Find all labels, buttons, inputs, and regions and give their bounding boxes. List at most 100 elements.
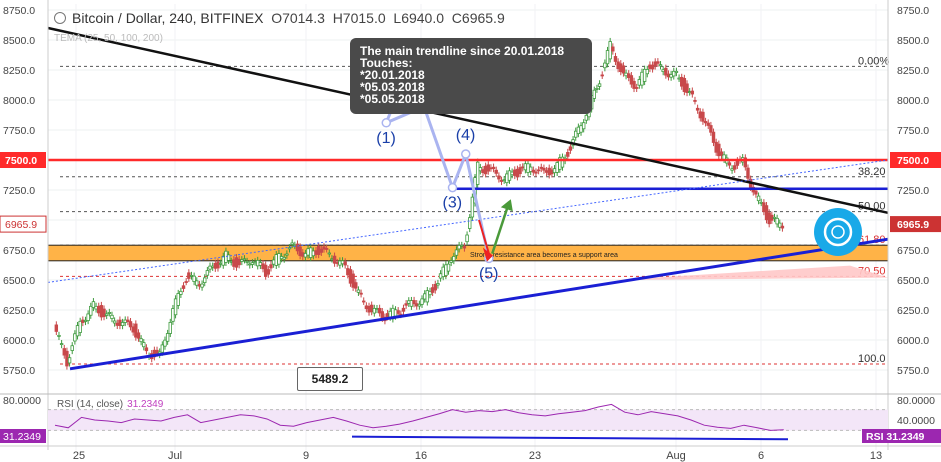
callout-line: *20.01.2018 — [360, 68, 425, 82]
candle-body — [584, 114, 589, 121]
candle-body — [364, 305, 369, 310]
candle-body — [81, 319, 85, 323]
symbol-title[interactable]: Bitcoin / Dollar, 240, BITFINEX — [72, 10, 264, 26]
candle-body — [110, 314, 114, 319]
candle-body — [335, 262, 339, 264]
candle-body — [772, 216, 777, 219]
candle-body — [457, 245, 461, 250]
candle-body — [279, 256, 284, 260]
rsi-label[interactable]: RSI (14, close) — [57, 399, 124, 410]
candle-body — [695, 107, 700, 111]
candle-body — [131, 326, 135, 333]
candle-body — [507, 170, 512, 181]
candle-body — [627, 73, 631, 79]
candle-body — [550, 169, 554, 175]
candle-body — [685, 83, 689, 93]
candle-body — [709, 125, 713, 133]
candle-body — [759, 201, 763, 204]
x-tick-label: Aug — [666, 450, 686, 462]
candle-body — [526, 163, 530, 173]
candle-body — [465, 234, 469, 243]
rsi-panel: 80.0000 40.0000 80.0000 31.2349 RSI 31.2349 — [0, 393, 941, 443]
candle-body — [107, 312, 112, 314]
candle-body — [112, 320, 117, 324]
candle-body — [425, 290, 430, 303]
rsi-header: RSI (14, close) 31.2349 — [57, 399, 163, 410]
candle-body — [160, 344, 165, 353]
candle-body — [515, 168, 520, 178]
candle-body — [605, 50, 610, 65]
candle-body — [595, 88, 599, 90]
candle-body — [346, 268, 350, 276]
candle-body — [359, 292, 363, 295]
candle-body — [497, 175, 501, 180]
candle-body — [412, 300, 416, 305]
x-tick-label: 25 — [73, 450, 85, 462]
candle-body — [234, 257, 239, 268]
candle-body — [536, 169, 541, 172]
candle-body — [446, 263, 451, 272]
candle-body — [552, 168, 557, 174]
candle-body — [89, 305, 93, 316]
candle-body — [494, 169, 498, 174]
candle-body — [362, 300, 366, 303]
candle-body — [717, 143, 721, 157]
chart-header: Bitcoin / Dollar, 240, BITFINEX O7014.3 … — [54, 10, 505, 26]
candle-body — [764, 205, 769, 221]
candle-body — [597, 83, 602, 87]
candle-body — [481, 169, 485, 174]
overlays: (1)(2)(3)(4)(5) — [47, 26, 889, 371]
right-tick-label: 5750.0 — [897, 365, 929, 377]
candle-body — [444, 264, 448, 276]
candle-body — [560, 156, 565, 168]
candle-body — [136, 332, 141, 339]
candle-body — [128, 321, 133, 328]
candle-body — [123, 319, 127, 323]
candle-body — [311, 250, 316, 257]
candle-body — [438, 273, 443, 279]
candle-body — [454, 249, 459, 256]
candle-body — [433, 283, 437, 291]
right-tick-label: 6750.0 — [897, 245, 929, 257]
candle-body — [616, 61, 620, 70]
candle-body — [216, 261, 220, 269]
candle-body — [539, 166, 543, 169]
target-circle-ring — [823, 217, 853, 247]
right-last-price-label: 6965.9 — [897, 219, 929, 231]
right-tick-label: 8500.0 — [897, 35, 929, 47]
candle-body — [213, 262, 218, 269]
candle-body — [600, 74, 604, 77]
candle-body — [142, 342, 146, 348]
candle-body — [756, 195, 761, 202]
candle-body — [176, 293, 180, 306]
candle-body — [693, 100, 697, 102]
x-tick-label: 9 — [303, 450, 309, 462]
candle-body — [428, 290, 432, 296]
rsi-left-tag-label: 31.2349 — [3, 431, 41, 443]
callout-line: *05.05.2018 — [360, 92, 425, 106]
candle-body — [727, 162, 732, 166]
candle-body — [115, 322, 119, 326]
candle-body — [126, 319, 130, 322]
ohlc-open: O7014.3 — [271, 10, 325, 26]
candle-body — [388, 310, 392, 318]
candle-body — [666, 73, 671, 78]
candle-body — [165, 333, 170, 342]
candle-body — [163, 339, 167, 347]
candle-body — [67, 357, 72, 364]
candle-body — [701, 111, 705, 122]
wave-label: (5) — [479, 265, 499, 282]
tema-indicator-label[interactable]: TEMA (25, 50, 100, 200) — [54, 33, 163, 44]
symbol-circle-icon[interactable] — [54, 12, 66, 24]
rsi-right-tick: 80.0000 — [897, 395, 935, 407]
candle-body — [404, 303, 408, 306]
candle-body — [393, 309, 398, 317]
candle-body — [298, 246, 302, 257]
candle-body — [677, 77, 681, 80]
right-tick-label: 7250.0 — [897, 185, 929, 197]
candle-body — [200, 283, 204, 288]
candle-body — [613, 56, 618, 62]
candle-body — [687, 91, 692, 93]
candle-body — [483, 165, 488, 175]
